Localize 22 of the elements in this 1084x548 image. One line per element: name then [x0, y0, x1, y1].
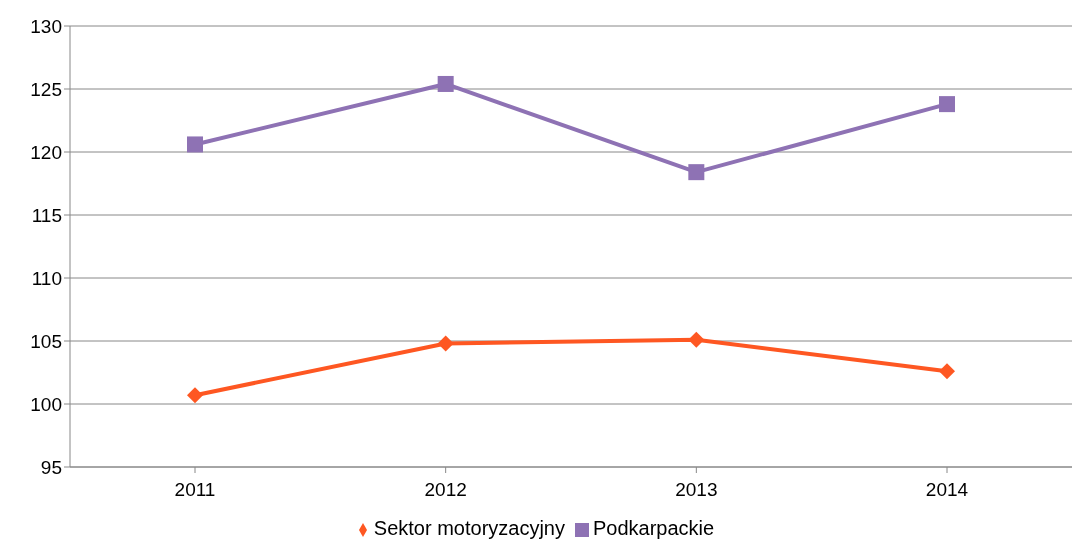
y-tick-label: 130	[30, 15, 62, 37]
point	[437, 335, 454, 352]
point	[939, 96, 955, 113]
y-tick-label: 100	[30, 393, 62, 415]
legend-label: Podkarpackie	[592, 517, 715, 539]
x-tick-label: 2013	[675, 479, 718, 501]
y-tick-label: 115	[31, 204, 62, 226]
point	[187, 136, 203, 153]
x-tick-label: 2012	[424, 479, 467, 501]
y-tick-label: 105	[30, 330, 62, 352]
point	[688, 164, 705, 181]
point	[688, 331, 705, 348]
x-tick-label: 2011	[174, 479, 216, 501]
point	[187, 387, 203, 404]
y-tick-label: 120	[30, 141, 62, 163]
point	[939, 363, 955, 380]
y-tick-label: 125	[30, 78, 62, 100]
point	[437, 75, 454, 92]
x-tick-label: 2014	[925, 479, 969, 501]
legend-label: Sektor motoryzacyjny	[373, 517, 565, 539]
y-tick-label: 95	[40, 456, 62, 478]
y-tick-label: 110	[31, 267, 62, 289]
